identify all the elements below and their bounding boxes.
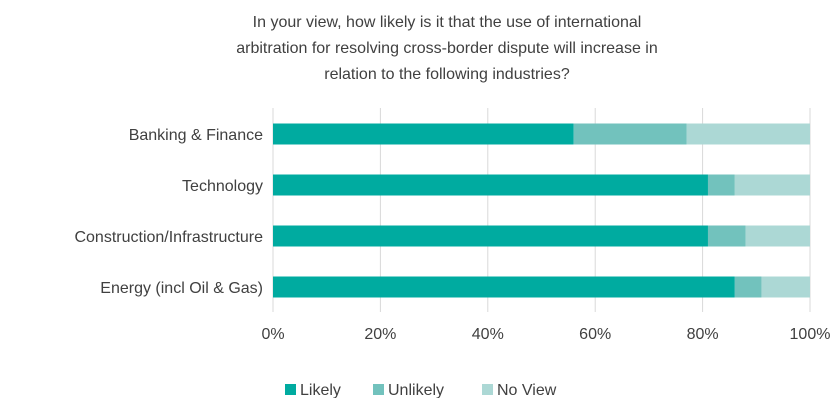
bar-segment	[273, 276, 735, 298]
legend-label: Unlikely	[388, 382, 444, 398]
bar-segment	[273, 225, 708, 247]
chart-title-line: In your view, how likely is it that the …	[253, 14, 642, 31]
bar-segment	[573, 123, 687, 145]
x-tick-label: 40%	[472, 326, 504, 343]
legend-label: No View	[497, 382, 557, 398]
legend-swatch	[285, 384, 296, 395]
legend: Likely Unlikely No View	[285, 382, 557, 398]
category-label: Technology	[182, 178, 263, 195]
category-label: Construction/Infrastructure	[74, 229, 263, 246]
bar-segment	[273, 123, 574, 145]
bar-segment	[707, 225, 746, 247]
x-axis-ticks: 0% 20% 40% 60% 80% 100%	[261, 326, 830, 343]
category-label: Energy (incl Oil & Gas)	[100, 280, 263, 297]
x-tick-label: 100%	[790, 326, 831, 343]
x-tick-label: 80%	[687, 326, 719, 343]
bars	[273, 123, 810, 298]
x-tick-label: 0%	[261, 326, 284, 343]
legend-swatch	[373, 384, 384, 395]
bar-segment	[734, 174, 810, 196]
legend-swatch	[482, 384, 493, 395]
bar-segment	[734, 276, 762, 298]
chart-title: In your view, how likely is it that the …	[236, 14, 658, 83]
chart-title-line: relation to the following industries?	[324, 66, 570, 83]
category-labels: Banking & Finance Technology Construction/…	[74, 127, 263, 297]
bar-segment	[745, 225, 810, 247]
bar-segment	[273, 174, 708, 196]
bar-segment	[707, 174, 735, 196]
bar-segment	[686, 123, 810, 145]
legend-label: Likely	[300, 382, 341, 398]
category-label: Banking & Finance	[129, 127, 263, 144]
chart-title-line: arbitration for resolving cross-border d…	[236, 40, 658, 57]
x-tick-label: 20%	[364, 326, 396, 343]
x-tick-label: 60%	[579, 326, 611, 343]
bar-segment	[761, 276, 810, 298]
